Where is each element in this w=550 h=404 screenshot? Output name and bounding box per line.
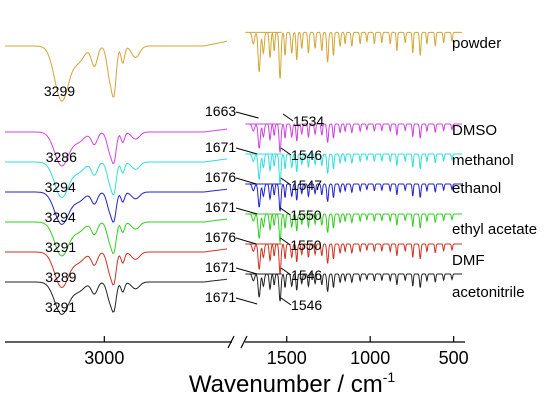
series-line-left xyxy=(5,39,233,102)
peak-annotations: 3299 1663 1534 3286 1671 1546 3294 1676 1547 3294… xyxy=(44,83,325,315)
peak-arrow xyxy=(280,267,292,276)
peak-arrow xyxy=(280,297,292,306)
peak-arrow xyxy=(235,237,257,245)
peak-label-amide-ii: 1546 xyxy=(291,267,322,283)
peak-label-nh: 3286 xyxy=(46,149,77,165)
peak-label-amide-ii: 1534 xyxy=(293,113,324,129)
x-axis-title: Wavenumber / cm-1 xyxy=(189,369,395,398)
series-line-right xyxy=(245,153,462,184)
series-line-left xyxy=(5,157,233,199)
series-name-label: DMSO xyxy=(452,122,497,139)
peak-label-amide-ii: 1547 xyxy=(291,177,322,193)
series-name-label: acetonitrile xyxy=(452,284,525,301)
peak-arrow xyxy=(235,111,259,119)
peak-label-nh: 3291 xyxy=(45,299,76,315)
peak-label-amide-ii: 1550 xyxy=(290,237,321,253)
peak-label-nh: 3294 xyxy=(45,179,76,195)
peak-label-amide-i: 1671 xyxy=(205,199,236,215)
series-line-right xyxy=(245,183,462,212)
series-labels: powder DMSO methanol ethanol ethyl acetate DM… xyxy=(452,35,537,301)
peak-label-amide-ii: 1546 xyxy=(291,297,322,313)
x-tick-label: 1000 xyxy=(350,348,390,368)
x-tick-label: 1500 xyxy=(267,348,307,368)
peak-label-amide-ii: 1550 xyxy=(290,207,321,223)
x-axis-title-text: Wavenumber / cm xyxy=(189,371,383,398)
peak-label-amide-i: 1671 xyxy=(205,139,236,155)
series-line-right xyxy=(245,243,462,274)
peak-arrow xyxy=(235,267,258,275)
peak-arrow xyxy=(280,177,292,186)
peak-label-amide-ii: 1546 xyxy=(291,147,322,163)
axis-break-mark xyxy=(240,335,248,349)
peak-label-amide-i: 1671 xyxy=(205,289,236,305)
peak-arrow xyxy=(235,147,258,155)
peak-arrow xyxy=(280,207,291,216)
peak-label-nh: 3294 xyxy=(45,209,76,225)
series-name-label: ethanol xyxy=(452,180,501,197)
peak-arrow xyxy=(282,113,294,122)
series-line-left xyxy=(5,247,233,289)
peak-label-amide-i: 1663 xyxy=(205,103,236,119)
series-line-left xyxy=(5,217,233,257)
series-line-left xyxy=(5,278,233,316)
peak-arrow xyxy=(235,297,258,305)
peak-label-nh: 3289 xyxy=(45,269,76,285)
x-tick-label: 500 xyxy=(439,348,469,368)
series-name-label: DMF xyxy=(452,252,485,269)
spectra-group xyxy=(5,31,462,320)
series-line-right xyxy=(245,123,462,153)
peak-arrow xyxy=(235,177,257,185)
peak-label-amide-i: 1676 xyxy=(205,169,236,185)
series-line-right xyxy=(245,31,462,79)
series-name-label: ethyl acetate xyxy=(452,221,537,238)
peak-label-amide-i: 1671 xyxy=(205,259,236,275)
series-name-label: powder xyxy=(452,35,501,52)
x-axis: 3000 1500 1000 500 xyxy=(5,335,469,368)
peak-arrow xyxy=(280,147,292,156)
series-line-right xyxy=(245,273,462,302)
series-line-right xyxy=(245,213,462,243)
peak-arrow xyxy=(235,207,258,215)
peak-arrow xyxy=(280,237,291,246)
peak-label-amide-i: 1676 xyxy=(205,229,236,245)
peak-label-nh: 3299 xyxy=(44,83,75,99)
x-axis-title-superscript: -1 xyxy=(383,369,396,385)
series-line-left xyxy=(5,127,233,167)
x-tick-label: 3000 xyxy=(84,348,124,368)
axis-break-mark xyxy=(227,335,235,349)
series-line-left xyxy=(5,188,233,226)
series-name-label: methanol xyxy=(452,152,514,169)
peak-label-nh: 3291 xyxy=(45,239,76,255)
